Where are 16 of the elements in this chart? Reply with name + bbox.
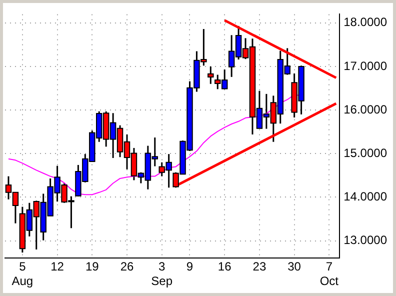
x-tick-label: 26	[120, 260, 134, 274]
x-tick-label: 19	[85, 260, 100, 274]
y-tick-label: 14.0000	[344, 190, 388, 204]
x-tick-label: 3 Sep	[151, 260, 173, 288]
x-tick-label: 7 Oct	[320, 260, 340, 288]
y-tick-label: 13.0000	[344, 233, 388, 248]
y-tick-label: 18.0000	[344, 15, 388, 30]
y-tick-label: 15.0000	[344, 146, 388, 160]
x-tick-label: 23	[252, 260, 266, 274]
x-tick-label: 5 Aug	[12, 260, 34, 288]
x-tick-label: 30	[288, 260, 302, 274]
y-tick-label: 17.0000	[344, 58, 388, 73]
y-tick-label: 16.0000	[344, 102, 388, 116]
x-tick-label: 9	[186, 260, 194, 274]
x-tick-label: 12	[50, 260, 64, 274]
x-tick-label: 16	[218, 260, 232, 274]
